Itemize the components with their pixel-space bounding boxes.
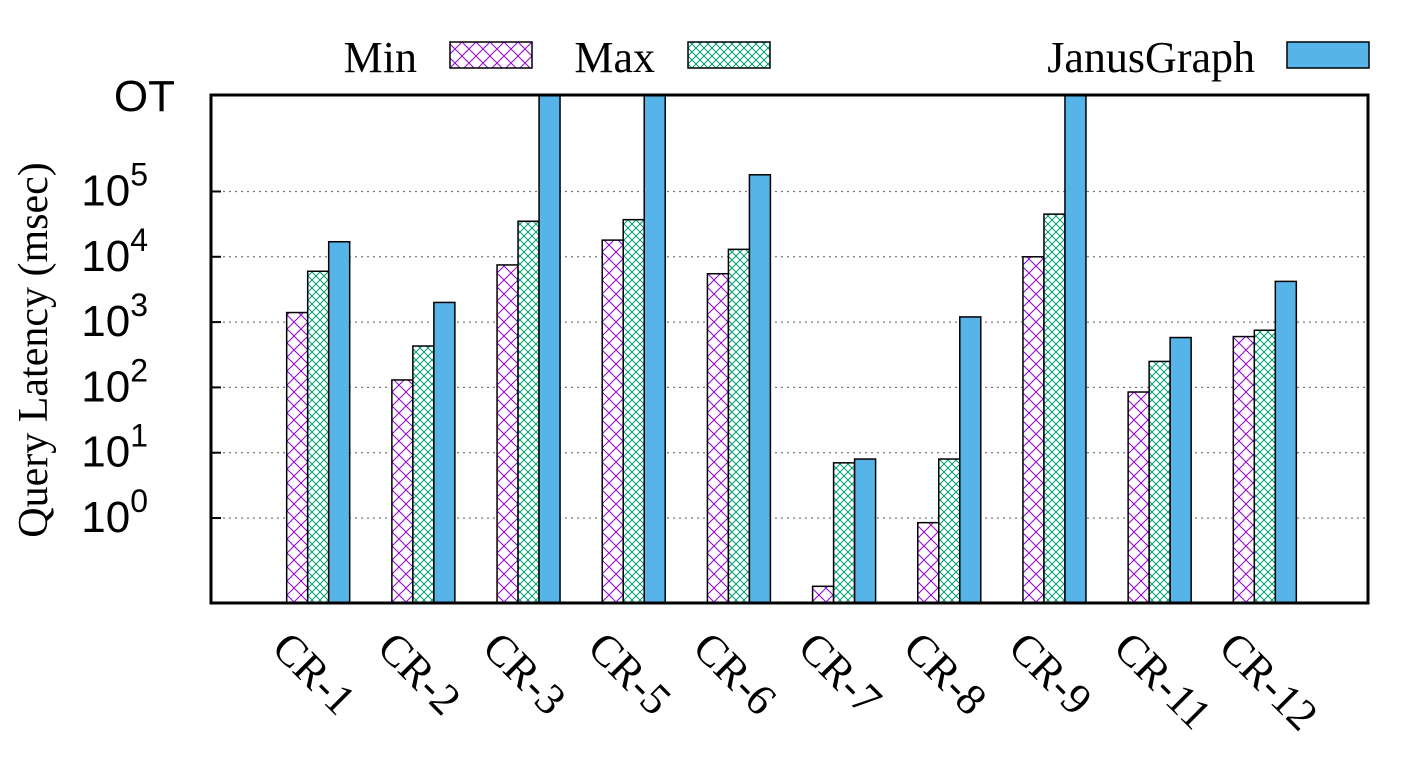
bar-janusgraph-cr-12 [1274,280,1298,604]
x-tick-label: CR-11 [1105,622,1221,738]
y-tick-label: 100 [81,483,148,542]
bar-min-cr-1 [285,311,309,604]
bar-janusgraph-cr-1 [327,240,351,604]
legend-label-janusgraph: JanusGraph [1047,33,1255,82]
legend-swatch-min [449,41,533,69]
x-tick-label: CR-1 [263,622,365,724]
bar-max-cr-3 [517,220,540,604]
x-tick-label: CR-5 [579,622,681,724]
bar-janusgraph-cr-11 [1169,336,1192,604]
x-tick-label: CR-8 [894,622,996,724]
bar-min-cr-9 [1022,256,1045,604]
x-tick-label: CR-12 [1210,622,1328,740]
legend-label-max: Max [574,33,655,82]
x-tick-label: CR-3 [473,622,575,724]
y-tick-label: 104 [81,222,148,281]
bar-max-cr-2 [412,345,435,604]
x-axis-ticks: CR-1 CR-2 CR-3 CR-5 CR-6 CR-7 CR-8 CR-9 CR-11CR-… [263,622,1327,740]
grid-lines [211,190,1368,519]
y-axis-label: Query Latency (msec) [11,162,57,537]
bar-min-cr-6 [706,272,730,604]
bar-max-cr-12 [1253,329,1277,604]
x-tick-label: CR-6 [684,622,786,724]
bars [285,94,1298,604]
y-tick-exponent: 5 [130,156,148,192]
bar-janusgraph-cr-7 [853,458,877,604]
y-tick-label: 102 [81,352,148,411]
bar-max-cr-9 [1043,213,1066,604]
legend-label-min: Min [344,33,417,82]
bar-janusgraph-cr-9 [1064,94,1087,604]
legend: Min Max JanusGraph [344,33,1370,82]
bar-max-cr-5 [622,218,645,604]
bar-min-cr-12 [1232,335,1256,604]
y-tick-label: 101 [81,418,148,477]
overflow-tick-label: OT [114,72,175,121]
bar-janusgraph-cr-6 [748,174,772,604]
bar-max-cr-1 [306,270,330,604]
y-tick-exponent: 2 [130,352,148,388]
bar-janusgraph-cr-8 [959,316,982,604]
bar-max-cr-11 [1148,360,1171,604]
bar-min-cr-11 [1127,391,1150,604]
plot-frame [209,93,1370,605]
bar-min-cr-3 [496,264,519,604]
bar-min-cr-7 [811,585,835,604]
bar-min-cr-2 [391,379,414,604]
bar-max-cr-7 [832,462,856,604]
legend-swatch-max [687,41,771,69]
bar-janusgraph-cr-3 [538,94,561,604]
y-tick-label: 103 [81,287,148,346]
y-tick-exponent: 4 [130,222,148,258]
bar-min-cr-5 [601,239,624,604]
x-tick-label: CR-2 [368,622,470,724]
y-tick-label: 105 [81,156,148,215]
y-tick-exponent: 3 [130,287,148,323]
bar-janusgraph-cr-2 [433,301,456,604]
y-tick-exponent: 1 [130,418,148,454]
bar-janusgraph-cr-5 [643,94,666,604]
bar-min-cr-8 [917,521,940,604]
x-tick-label: CR-9 [999,622,1101,724]
bar-max-cr-8 [938,458,961,604]
bar-max-cr-6 [727,248,751,604]
y-tick-exponent: 0 [130,483,148,519]
x-tick-label: CR-7 [789,622,891,724]
legend-swatch-janusgraph [1286,41,1370,69]
